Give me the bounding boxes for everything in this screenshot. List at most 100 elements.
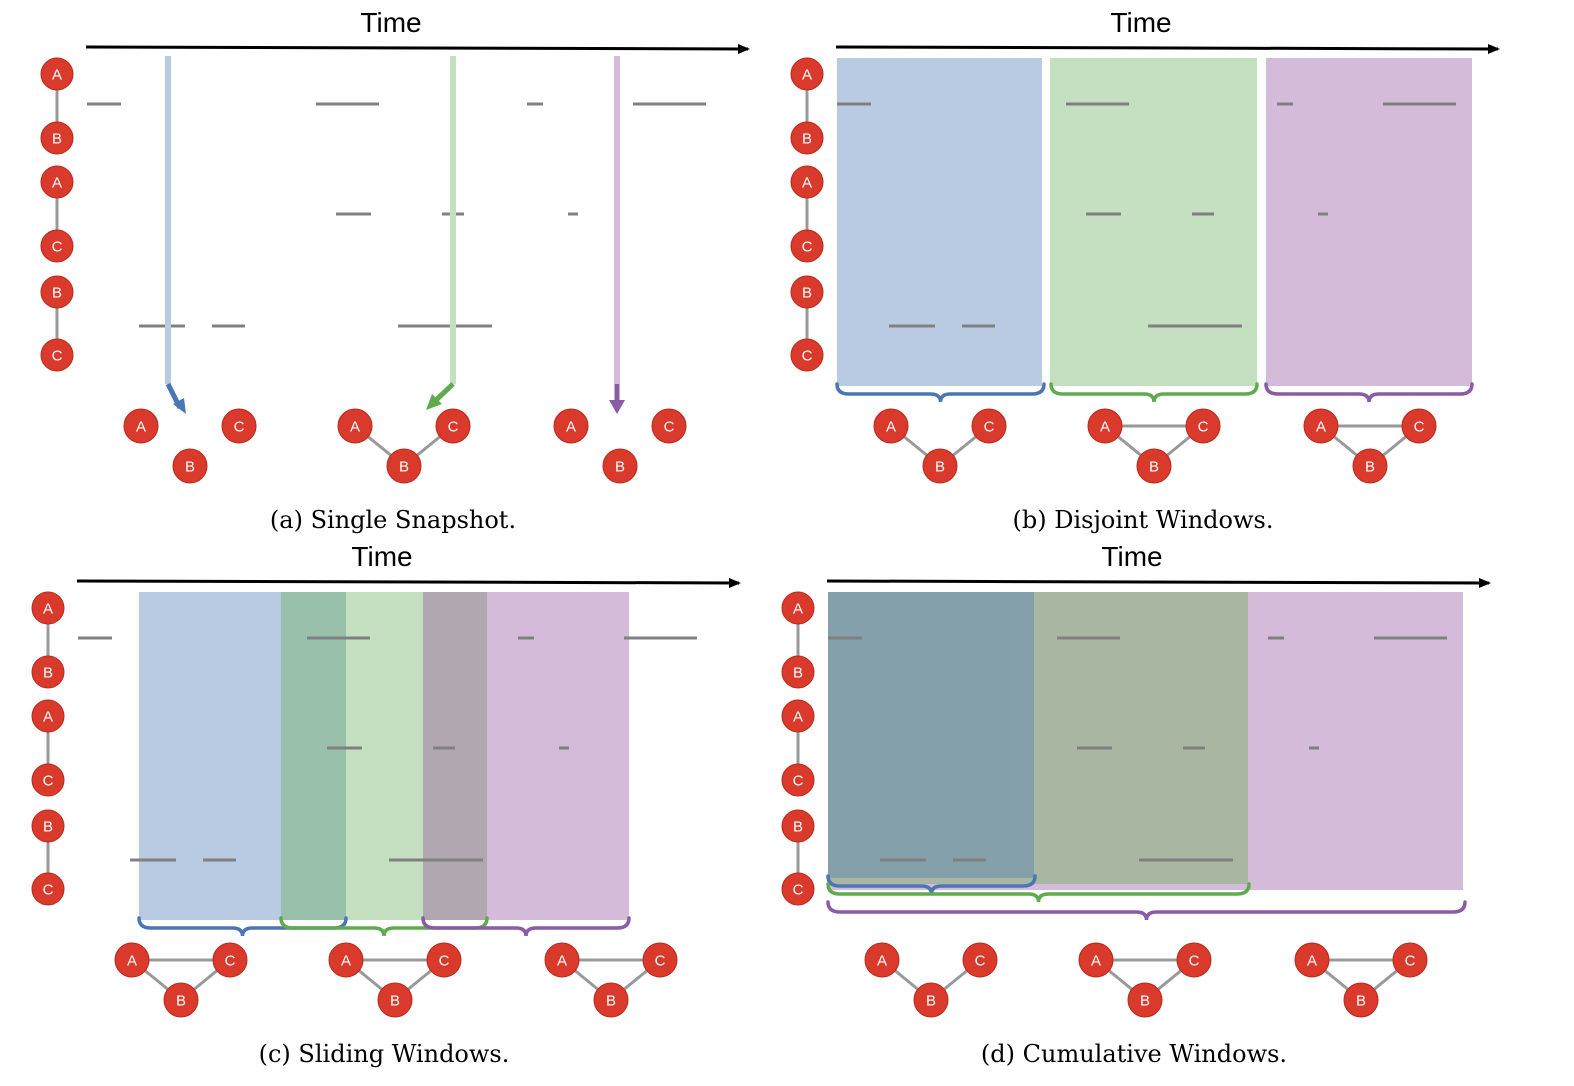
- node-label: A: [1307, 953, 1317, 970]
- result-graph-1: A B C: [864, 942, 998, 1018]
- node-a: A: [1087, 408, 1123, 444]
- time-axis-title: Time: [351, 541, 412, 572]
- node-a: A: [781, 699, 815, 733]
- node-label: C: [1189, 953, 1200, 970]
- edge-interval-lines: [837, 102, 1456, 328]
- node-b: B: [781, 655, 815, 689]
- time-axis-arrow: [85, 43, 750, 54]
- brace-green: [826, 882, 1251, 903]
- edge-pair-a-b: AB: [781, 591, 815, 689]
- node-c: C: [221, 408, 257, 444]
- node-label: B: [802, 285, 812, 302]
- result-graph-2: A B C: [1078, 942, 1212, 1018]
- window-blue: [139, 592, 281, 920]
- node-label: B: [1140, 993, 1150, 1010]
- node-a: A: [790, 57, 824, 91]
- node-label: C: [448, 419, 459, 436]
- node-label: A: [802, 67, 812, 84]
- node-c: C: [435, 408, 471, 444]
- node-label: B: [1365, 459, 1375, 476]
- node-c: C: [1176, 942, 1212, 978]
- node-label: C: [52, 239, 63, 256]
- brace-purple: [421, 916, 631, 937]
- node-a: A: [864, 942, 900, 978]
- edge-pair-b-c: BC: [781, 809, 815, 906]
- snapshot-arrow-purple: [609, 56, 625, 414]
- brace-purple: [826, 900, 1467, 921]
- time-axis-title: Time: [1110, 7, 1171, 38]
- node-label: B: [606, 993, 616, 1010]
- node-b: B: [386, 448, 422, 484]
- panel-caption: (a) Single Snapshot.: [270, 506, 516, 534]
- node-c: C: [781, 763, 815, 797]
- node-a: A: [873, 408, 909, 444]
- node-a: A: [31, 591, 65, 625]
- edge-legend-stack: A B AC B C: [40, 57, 74, 372]
- node-label: A: [52, 175, 62, 192]
- node-b: B: [922, 448, 958, 484]
- edge-pair-a-c: AC: [40, 165, 74, 263]
- node-c: C: [1392, 942, 1428, 978]
- node-label: B: [615, 459, 625, 476]
- node-label: C: [1198, 419, 1209, 436]
- node-a: A: [1078, 942, 1114, 978]
- node-c: C: [971, 408, 1007, 444]
- node-a: A: [31, 699, 65, 733]
- node-label: C: [1414, 419, 1425, 436]
- node-a: A: [781, 591, 815, 625]
- node-a: A: [553, 408, 589, 444]
- node-c: C: [1401, 408, 1437, 444]
- node-label: A: [43, 601, 53, 618]
- node-b: B: [377, 982, 413, 1018]
- node-label: A: [350, 419, 360, 436]
- node-label: C: [43, 882, 54, 899]
- node-a: A: [114, 942, 150, 978]
- node-label: B: [52, 131, 62, 148]
- result-graph-1: A B C: [114, 942, 248, 1018]
- edge-pair-a-c: AC: [781, 699, 815, 797]
- node-label: B: [43, 665, 53, 682]
- result-graph-1: A B C: [873, 408, 1007, 484]
- node-a: A: [1294, 942, 1330, 978]
- node-a: A: [337, 408, 373, 444]
- node-label: B: [935, 459, 945, 476]
- node-c: C: [40, 229, 74, 263]
- node-b: B: [40, 275, 74, 309]
- window-purple: [1266, 58, 1472, 386]
- window-blue-cumulative: [828, 592, 1034, 878]
- node-label: A: [802, 175, 812, 192]
- brace-green: [1049, 382, 1259, 403]
- node-c: C: [31, 872, 65, 906]
- window-purple: [487, 592, 629, 920]
- node-label: C: [793, 882, 804, 899]
- node-label: A: [566, 419, 576, 436]
- edge-pair-a-b: AB: [790, 57, 824, 155]
- edge-pair-b-c: BC: [31, 809, 65, 906]
- result-graph-3: A B C: [553, 408, 687, 484]
- node-label: A: [793, 709, 803, 726]
- node-label: A: [1316, 419, 1326, 436]
- node-b: B: [163, 982, 199, 1018]
- snapshot-arrow-blue: [165, 56, 186, 414]
- node-label: C: [664, 419, 675, 436]
- node-label: C: [43, 773, 54, 790]
- node-label: A: [52, 67, 62, 84]
- node-a: A: [790, 165, 824, 199]
- node-b: B: [1352, 448, 1388, 484]
- node-label: B: [1356, 993, 1366, 1010]
- node-c: C: [962, 942, 998, 978]
- edge-interval-lines: [78, 636, 697, 862]
- node-b: B: [1136, 448, 1172, 484]
- node-b: B: [40, 121, 74, 155]
- node-label: C: [234, 419, 245, 436]
- node-label: B: [185, 459, 195, 476]
- node-c: C: [1185, 408, 1221, 444]
- time-axis-title: Time: [360, 7, 421, 38]
- node-a: A: [40, 165, 74, 199]
- node-a: A: [123, 408, 159, 444]
- edge-pair-a-c: AC: [790, 165, 824, 263]
- brace-blue: [835, 382, 1046, 403]
